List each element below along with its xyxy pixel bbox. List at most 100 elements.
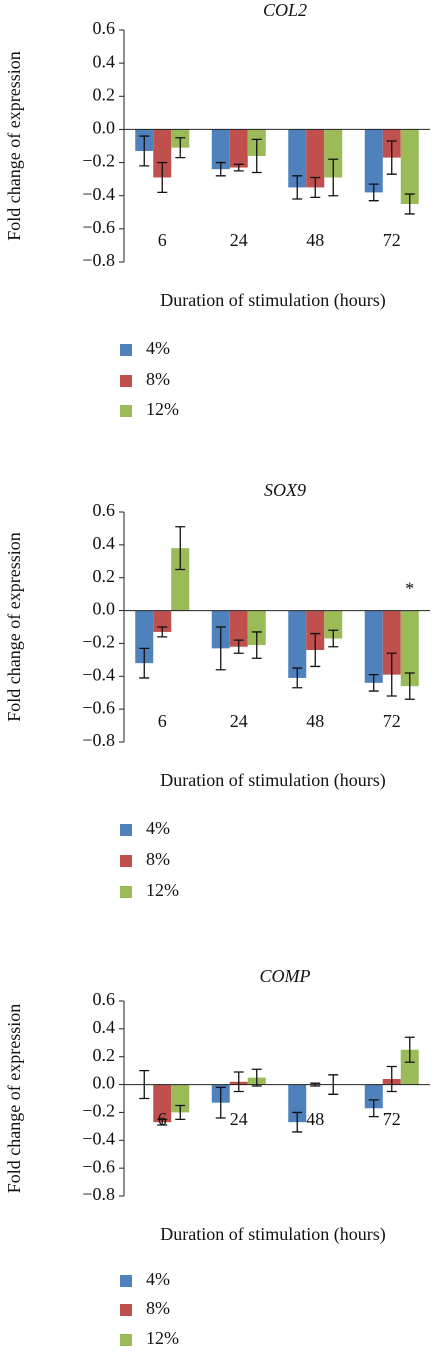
legend-label: 8% xyxy=(146,369,170,389)
y-tick-label: −0.2 xyxy=(82,1101,115,1121)
x-axis-label: Duration of stimulation (hours) xyxy=(160,770,385,791)
bar xyxy=(211,129,230,170)
error-bar xyxy=(157,161,168,194)
x-tick-label: 48 xyxy=(306,230,324,250)
error-bar xyxy=(328,158,339,197)
error-bar xyxy=(292,175,303,200)
error-bar xyxy=(215,626,226,671)
error-bar xyxy=(233,1071,244,1093)
legend-swatch xyxy=(120,1275,132,1287)
legend-label: 4% xyxy=(146,338,170,358)
y-tick-label: −0.6 xyxy=(82,1156,115,1176)
error-bar xyxy=(310,632,321,668)
bar xyxy=(153,1084,172,1123)
bar xyxy=(364,1084,383,1109)
y-tick-label: −0.8 xyxy=(82,250,115,270)
y-axis-label: Fold change of expression xyxy=(4,1004,24,1193)
y-axis-label: Fold change of expression xyxy=(4,532,24,721)
legend-label: 4% xyxy=(146,1269,170,1289)
x-tick-label: 6 xyxy=(158,711,167,731)
error-bar xyxy=(251,631,262,659)
error-bar xyxy=(175,526,186,571)
bar xyxy=(153,129,172,178)
error-bar xyxy=(139,647,150,679)
y-tick-label: 0.4 xyxy=(93,51,116,71)
bar xyxy=(364,129,383,193)
bar xyxy=(324,610,343,639)
legend-label: 12% xyxy=(146,880,179,900)
y-tick-label: −0.6 xyxy=(82,697,115,717)
error-bar xyxy=(157,1118,168,1126)
bar xyxy=(288,129,307,188)
y-tick-label: −0.6 xyxy=(82,217,115,237)
error-bar xyxy=(404,193,415,215)
error-bar xyxy=(328,629,339,648)
x-tick-label: 24 xyxy=(230,1109,248,1129)
x-axis-label: Duration of stimulation (hours) xyxy=(160,290,385,311)
y-tick-label: 0.4 xyxy=(93,533,116,553)
y-tick-label: 0.6 xyxy=(93,500,116,520)
legend-swatch xyxy=(120,344,132,356)
legend-swatch xyxy=(120,855,132,867)
chart-title: SOX9 xyxy=(264,480,306,500)
chart-title: COMP xyxy=(260,966,311,986)
x-tick-label: 6 xyxy=(158,1109,167,1129)
legend-swatch xyxy=(120,405,132,417)
y-tick-label: −0.8 xyxy=(82,1184,115,1204)
x-tick-label: 6 xyxy=(158,230,167,250)
legend-label: 8% xyxy=(146,849,170,869)
y-tick-label: 0.4 xyxy=(93,1017,116,1037)
bar xyxy=(306,129,325,188)
error-bar xyxy=(404,1036,415,1063)
x-axis-label: Duration of stimulation (hours) xyxy=(160,1224,385,1245)
bar xyxy=(247,610,266,646)
x-tick-label: 48 xyxy=(306,1109,324,1129)
error-bar xyxy=(233,163,244,172)
error-bar xyxy=(368,673,379,692)
error-bar xyxy=(292,1111,303,1133)
bar xyxy=(229,610,248,647)
legend-swatch xyxy=(120,375,132,387)
y-tick-label: −0.4 xyxy=(82,1128,115,1148)
error-bar xyxy=(292,667,303,689)
y-tick-label: 0.0 xyxy=(93,118,116,138)
error-bar xyxy=(215,161,226,177)
bar xyxy=(364,610,383,683)
error-bar xyxy=(215,1086,226,1119)
error-bar xyxy=(251,138,262,174)
legend-label: 12% xyxy=(146,399,179,419)
legend-swatch xyxy=(120,886,132,898)
error-bar xyxy=(386,140,397,175)
legend-swatch xyxy=(120,824,132,836)
y-tick-label: −0.2 xyxy=(82,151,115,171)
legend-label: 8% xyxy=(146,1298,170,1318)
x-tick-label: 48 xyxy=(306,711,324,731)
x-tick-label: 24 xyxy=(230,230,248,250)
y-tick-label: 0.2 xyxy=(93,84,116,104)
y-tick-label: 0.0 xyxy=(93,1073,116,1093)
bar xyxy=(400,610,419,687)
bar xyxy=(229,129,248,168)
error-bar xyxy=(157,626,168,638)
bar xyxy=(324,129,343,178)
bar xyxy=(400,129,419,204)
error-bar xyxy=(368,1099,379,1118)
legend-label: 12% xyxy=(146,1328,179,1348)
legend-swatch xyxy=(120,1334,132,1346)
legend-label: 4% xyxy=(146,818,170,838)
bar xyxy=(382,610,401,675)
annotation: * xyxy=(405,579,414,599)
y-tick-label: −0.4 xyxy=(82,184,115,204)
error-bar xyxy=(251,1068,262,1087)
y-tick-label: 0.6 xyxy=(93,18,116,38)
error-bar xyxy=(175,1104,186,1121)
bar xyxy=(288,610,307,678)
legend-swatch xyxy=(120,1304,132,1316)
y-tick-label: 0.0 xyxy=(93,599,116,619)
y-tick-label: 0.2 xyxy=(93,1045,116,1065)
y-axis-label: Fold change of expression xyxy=(4,51,24,240)
bar xyxy=(306,610,325,650)
error-bar xyxy=(139,135,150,167)
y-tick-label: −0.2 xyxy=(82,632,115,652)
error-bar xyxy=(368,183,379,202)
